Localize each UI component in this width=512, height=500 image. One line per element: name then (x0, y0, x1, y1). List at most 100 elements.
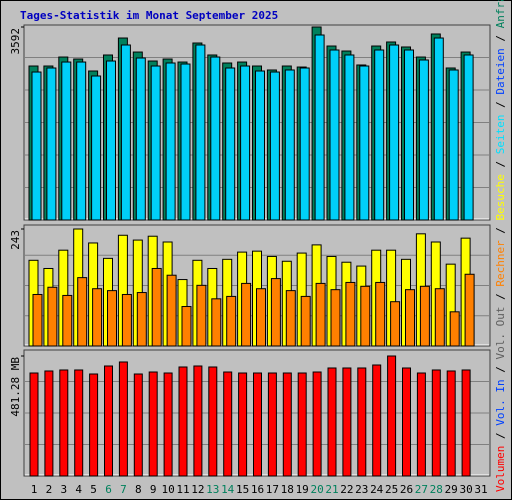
bar (329, 49, 340, 221)
x-tick-label: 28 (430, 483, 443, 496)
bar (180, 63, 191, 221)
legend-entry: / (494, 426, 507, 446)
bar (330, 289, 341, 347)
x-tick-label: 17 (266, 483, 279, 496)
bar (300, 295, 311, 347)
bar (431, 369, 441, 477)
bar (165, 62, 176, 221)
x-tick-label: 7 (120, 483, 127, 496)
bar (104, 365, 113, 477)
bar (448, 69, 459, 221)
y-tick-label: 243 (9, 230, 22, 250)
bar (150, 65, 161, 221)
bar (314, 34, 325, 221)
bar (44, 370, 54, 477)
bar (419, 285, 430, 347)
bar (372, 364, 382, 477)
bar (446, 370, 456, 477)
bar (387, 355, 397, 477)
legend-entry: Volumen (494, 446, 507, 492)
x-tick-label: 24 (370, 483, 384, 496)
bar (29, 372, 39, 477)
bar (464, 273, 475, 347)
bar (223, 371, 233, 477)
x-tick-label: 4 (75, 483, 82, 496)
bar (151, 267, 162, 347)
y-tick-label: 481.28 MB (9, 357, 22, 417)
bar (46, 67, 57, 221)
bar (120, 44, 131, 221)
x-tick-label: 19 (296, 483, 309, 496)
x-tick-label: 9 (150, 483, 157, 496)
bar (62, 294, 73, 347)
bar (59, 369, 69, 477)
x-tick-label: 11 (176, 483, 189, 496)
bar (92, 288, 103, 347)
bar (285, 290, 296, 347)
legend-entry: Dateien (494, 48, 507, 94)
bar (121, 293, 132, 347)
bar (210, 56, 221, 221)
bar (226, 295, 237, 347)
bar (211, 298, 222, 347)
bar (327, 367, 337, 477)
x-tick-label: 26 (400, 483, 413, 496)
x-tick-label: 25 (385, 483, 398, 496)
bar (225, 67, 236, 221)
bar (405, 289, 415, 347)
x-tick-label: 18 (281, 483, 294, 496)
bar (357, 367, 367, 477)
bar (270, 278, 281, 347)
x-tick-label: 3 (60, 483, 67, 496)
legend-entry: Besuche (494, 174, 507, 220)
x-tick-label: 8 (135, 483, 142, 496)
x-tick-label: 10 (161, 483, 174, 496)
bar (359, 65, 370, 221)
y-tick-label: 3592 (9, 28, 22, 55)
bar (196, 284, 207, 347)
bar (449, 311, 460, 347)
bar (107, 290, 117, 347)
x-tick-label: 1 (31, 483, 38, 496)
x-tick-label: 22 (340, 483, 353, 496)
x-tick-label: 29 (445, 483, 458, 496)
legend-entry: / (494, 220, 507, 240)
x-tick-label: 27 (415, 483, 428, 496)
bar (193, 365, 203, 477)
bar (32, 293, 43, 347)
bar (434, 288, 445, 347)
x-tick-label: 23 (355, 483, 368, 496)
x-tick-label: 2 (46, 483, 53, 496)
bar (163, 372, 173, 477)
x-tick-label: 6 (105, 483, 112, 496)
x-tick-label: 14 (221, 483, 235, 496)
bar (269, 71, 280, 221)
legend-entry: / (494, 154, 507, 174)
x-tick-label: 16 (251, 483, 264, 496)
bar (390, 301, 401, 347)
legend-entry: Seiten (494, 114, 507, 154)
x-tick-label: 13 (206, 483, 219, 496)
bar (240, 65, 251, 221)
bar (360, 285, 371, 347)
bar (77, 277, 88, 347)
bar (91, 75, 102, 221)
bar (253, 372, 262, 477)
bar (389, 44, 400, 221)
bar (133, 373, 143, 477)
bar (255, 70, 265, 221)
bar (241, 282, 252, 347)
x-tick-label: 31 (474, 483, 487, 496)
bar (178, 366, 188, 477)
bar (282, 372, 292, 477)
bar (195, 44, 206, 221)
bar (208, 366, 218, 477)
bar (148, 371, 158, 477)
x-tick-label: 12 (191, 483, 204, 496)
legend-entry: Anfragen (494, 0, 507, 28)
bar (416, 372, 426, 477)
bar (315, 282, 326, 347)
bar (375, 281, 386, 347)
legend-entry: / (494, 95, 507, 115)
